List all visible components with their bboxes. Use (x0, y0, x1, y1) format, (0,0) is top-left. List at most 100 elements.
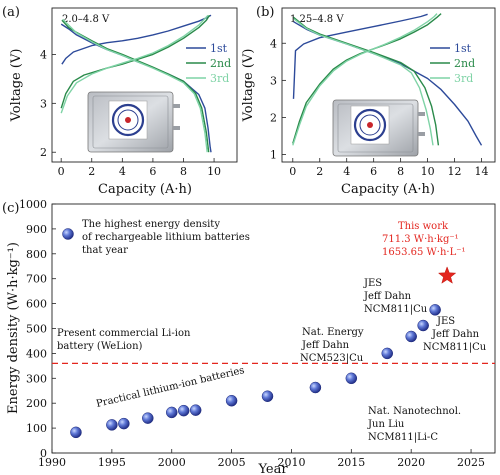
panel-c-xtick-label: 2000 (158, 456, 186, 469)
panel-c-ytick-label: 700 (26, 273, 47, 286)
data-point-2005 (225, 394, 238, 407)
panel-c-xtick-label: 1995 (98, 456, 126, 469)
annotation-jes-upper-3: NCM811|Cu (364, 304, 428, 315)
panel-b-legend-label-3rd: 3rd (454, 72, 473, 85)
panel-b-xtick-label: 6 (370, 165, 377, 178)
annotation-nat-energy: Nat. Energy Jeff Dahn NCM523|Cu (300, 327, 367, 364)
data-point-2015 (345, 372, 358, 385)
trend-label: Practical lithium-ion batteries (95, 365, 245, 410)
panel-a-xtick-label: 6 (149, 165, 156, 178)
panel-c: (c) 1990 1995 2000 2005 2010 2015 2020 2025 0 100… (2, 198, 496, 475)
panel-b-range-annotation: 1.25–4.8 V (290, 14, 344, 25)
panel-a-ytick-label: 4 (40, 48, 47, 61)
panel-b-xtick-label: 10 (421, 165, 435, 178)
data-point-2020 (405, 330, 417, 343)
annotation-jes-lower: JES Jeff Dahn NCM811|Cu (423, 316, 487, 353)
annotation-jes-lower-1: JES (436, 316, 455, 327)
panel-b-xlabel: Capacity (A·h) (341, 182, 435, 197)
panel-a-xtick-label: 10 (207, 165, 221, 178)
panel-b-series-2nd-discharge-line (293, 16, 440, 146)
panel-c-legend-marker (62, 228, 74, 240)
panel-b-xtick-label: 0 (289, 165, 296, 178)
panel-c-xtick-label: 2020 (397, 456, 425, 469)
panel-a-xtick-label: 8 (180, 165, 187, 178)
annotation-jes-upper-1: JES (363, 278, 382, 289)
data-point-2021 (417, 319, 429, 332)
panel-a-range-annotation: 2.0–4.8 V (62, 14, 110, 25)
panel-b-legend-label-1st: 1st (454, 42, 472, 55)
panel-c-xtick-label: 2025 (457, 456, 485, 469)
panel-c-plot: 1990 1995 2000 2005 2010 2015 2020 2025 0 100 200 3… (19, 198, 495, 469)
panel-b-xtick-label: 4 (343, 165, 350, 178)
annotation-nat-energy-1: Nat. Energy (302, 327, 364, 338)
this-work-line-1: This work (398, 221, 449, 232)
reference-line-text-2: battery (WeLion) (57, 341, 143, 352)
this-work-star-icon (437, 266, 457, 284)
panel-c-ytick-label: 300 (26, 372, 47, 385)
panel-c-label: (c) (2, 201, 19, 216)
annotation-nat-nano-2: Jun Liu (367, 419, 405, 430)
panel-a-plot-frame (51, 7, 238, 163)
panel-b-xtick-label: 2 (316, 165, 323, 178)
annotation-nat-nano-1: Nat. Nanotechnol. (368, 406, 461, 417)
panel-c-legend-line-3: that year (82, 245, 128, 256)
reference-line-text-1: Present commercial Li-ion (57, 328, 191, 339)
reference-line-text: Present commercial Li-ion battery (WeLio… (57, 328, 194, 352)
panel-a-xlabel: Capacity (A·h) (98, 182, 192, 197)
panel-a-legend-label-3rd: 3rd (210, 72, 229, 85)
panel-b-xtick-label: 12 (448, 165, 462, 178)
panel-b-label: (b) (256, 5, 274, 20)
data-point-1998 (142, 412, 154, 424)
annotation-nat-nano: Nat. Nanotechnol. Jun Liu NCM811|Li-C (367, 406, 464, 443)
panel-b-ytick-label: 1 (270, 149, 277, 162)
panel-c-legend-line-2: of rechargeable lithium batteries (82, 232, 250, 243)
panel-a-legend-label-2nd: 2nd (210, 57, 231, 70)
panel-c-ytick-label: 500 (26, 323, 47, 336)
annotation-nat-nano-3: NCM811|Li-C (368, 432, 438, 443)
panel-a-xtick-label: 4 (119, 165, 126, 178)
panel-a-xtick-label: 2 (88, 165, 95, 178)
data-point-2000 (165, 406, 178, 419)
panel-b-ytick-label: 3 (270, 74, 277, 87)
data-point-1992 (70, 426, 82, 439)
data-point-1996 (118, 417, 130, 430)
panel-b-ytick-label: 4 (270, 37, 277, 50)
this-work-line-2: 711.3 W·h·kg⁻¹ (382, 234, 459, 245)
data-point-1995 (106, 419, 118, 431)
panel-b-ylabel: Voltage (V) (241, 49, 256, 123)
panel-c-xtick-label: 2015 (337, 456, 365, 469)
panel-a-legend-label-1st: 1st (210, 42, 228, 55)
panel-a-series-2nd-charge-line (60, 14, 211, 109)
annotation-nat-energy-3: NCM523|Cu (300, 353, 364, 364)
panel-c-ytick-label: 900 (26, 223, 47, 236)
data-point-2022 (429, 304, 441, 316)
panel-a-ylabel: Voltage (V) (9, 49, 24, 123)
panel-a-ytick-label: 3 (40, 97, 47, 110)
panel-c-xtick-label: 2010 (277, 456, 305, 469)
data-point-2001 (177, 404, 190, 417)
panel-a-series-3rd-discharge-line (62, 18, 208, 153)
panel-b-ytick-label: 2 (270, 111, 277, 124)
panel-c-ytick-label: 1000 (19, 198, 47, 211)
data-point-2012 (309, 381, 322, 394)
this-work-text: This work 711.3 W·h·kg⁻¹ 1653.65 W·h·L⁻¹ (382, 221, 466, 258)
panel-b-series-1st-charge-line (292, 13, 428, 99)
panel-a-series-1st-charge-line (61, 14, 212, 65)
data-point-2002 (189, 404, 202, 416)
panel-b-xtick-label: 8 (397, 165, 404, 178)
panel-b-battery-photo (332, 99, 425, 157)
data-point-2018 (381, 347, 393, 360)
annotation-jes-upper-2: Jeff Dahn (363, 291, 412, 302)
panel-c-xtick-label: 2005 (218, 456, 246, 469)
panel-c-ytick-label: 600 (26, 298, 47, 311)
panel-c-xlabel: Year (257, 462, 288, 475)
panel-a-series-3rd-charge-line (60, 14, 209, 114)
panel-c-legend-text: The highest energy density of rechargeab… (82, 219, 253, 256)
annotation-jes-lower-3: NCM811|Cu (423, 342, 487, 353)
panel-c-ylabel: Energy density (W·h·kg⁻¹) (6, 242, 21, 414)
